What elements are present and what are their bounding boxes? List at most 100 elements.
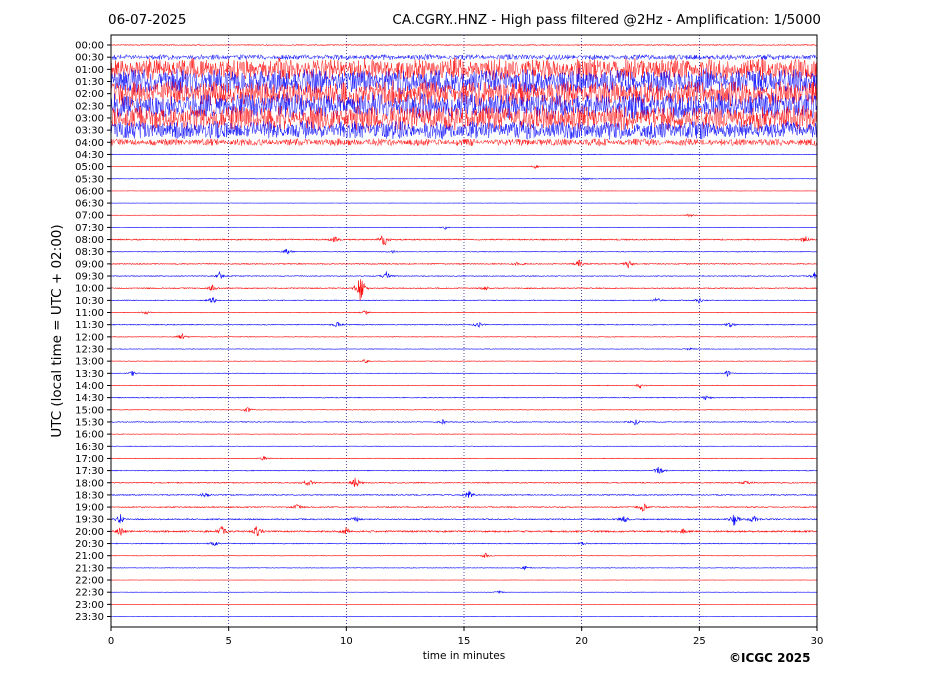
trace-0030 — [110, 53, 818, 61]
date-label: 06-07-2025 — [108, 12, 187, 28]
trace-0930 — [110, 270, 818, 279]
y-tick-label: 15:30 — [75, 417, 104, 428]
y-tick-label: 19:00 — [75, 503, 104, 514]
y-tick-label: 07:30 — [75, 223, 104, 234]
y-tick-label: 14:30 — [75, 393, 104, 404]
x-axis-label: time in minutes — [422, 650, 506, 662]
y-tick-label: 21:00 — [75, 551, 104, 562]
trace-1200 — [110, 332, 818, 340]
trace-1900 — [110, 503, 818, 513]
trace-2130 — [110, 565, 818, 571]
trace-0300 — [110, 104, 818, 132]
trace-1630 — [110, 445, 818, 447]
y-tick-label: 06:00 — [75, 186, 104, 197]
y-tick-label: 01:30 — [75, 77, 104, 88]
y-tick-label: 08:30 — [75, 247, 104, 258]
trace-1000 — [110, 279, 818, 302]
y-tick-label: 19:30 — [75, 515, 104, 526]
y-tick-label: 08:00 — [75, 235, 104, 246]
x-tick-label: 30 — [811, 636, 824, 647]
trace-2230 — [110, 590, 818, 594]
trace-1700 — [110, 455, 818, 461]
copyright-label: ©ICGC 2025 — [729, 651, 811, 665]
trace-0330 — [110, 120, 818, 140]
y-tick-label: 10:30 — [75, 296, 104, 307]
trace-0700 — [110, 213, 818, 218]
x-tick-label: 15 — [458, 636, 471, 647]
chart-title: CA.CGRY..HNZ - High pass filtered @2Hz -… — [392, 12, 821, 28]
trace-1230 — [110, 347, 818, 351]
x-tick-label: 25 — [693, 636, 706, 647]
y-tick-label: 16:30 — [75, 442, 104, 453]
trace-1400 — [110, 383, 818, 389]
trace-0800 — [110, 235, 817, 246]
x-tick-label: 0 — [108, 636, 114, 647]
trace-1800 — [110, 477, 818, 487]
y-axis-label: UTC (local time = UTC + 02:00) — [49, 224, 65, 438]
y-tick-label: 20:00 — [75, 527, 104, 538]
y-tick-label: 01:00 — [75, 65, 104, 76]
traces-layer — [110, 44, 818, 617]
y-tick-label: 09:00 — [75, 259, 104, 270]
trace-0400 — [110, 138, 818, 147]
trace-0500 — [110, 164, 818, 170]
trace-0530 — [110, 177, 818, 181]
y-tick-label: 12:30 — [75, 345, 104, 356]
y-tick-label: 13:30 — [75, 369, 104, 380]
trace-1930 — [110, 514, 818, 526]
y-tick-label: 22:00 — [75, 576, 104, 587]
y-tick-label: 02:30 — [75, 101, 104, 112]
y-tick-label: 20:30 — [75, 539, 104, 550]
plot-area — [111, 35, 817, 627]
y-tick-label: 05:00 — [75, 162, 104, 173]
y-tick-label: 04:30 — [75, 150, 104, 161]
y-tick-label: 23:00 — [75, 600, 104, 611]
y-tick-label: 21:30 — [75, 563, 104, 574]
y-tick-label: 17:30 — [75, 466, 104, 477]
y-tick-label: 07:00 — [75, 211, 104, 222]
y-tick-label: 12:00 — [75, 332, 104, 343]
trace-2030 — [110, 541, 818, 547]
trace-1430 — [110, 395, 818, 401]
y-tick-label: 03:00 — [75, 113, 104, 124]
y-tick-label: 15:00 — [75, 405, 104, 416]
y-tick-label: 18:00 — [75, 478, 104, 489]
y-tick-label: 18:30 — [75, 490, 104, 501]
y-tick-label: 06:30 — [75, 199, 104, 210]
trace-1730 — [110, 466, 818, 474]
trace-0730 — [110, 226, 818, 230]
trace-0100 — [110, 57, 818, 81]
x-tick-label: 10 — [340, 636, 353, 647]
x-tick-label: 20 — [575, 636, 588, 647]
y-tick-label: 04:00 — [75, 138, 104, 149]
y-tick-label: 16:00 — [75, 430, 104, 441]
trace-1830 — [110, 490, 818, 498]
y-tick-label: 23:30 — [75, 612, 104, 623]
y-tick-label: 14:00 — [75, 381, 104, 392]
y-tick-label: 10:00 — [75, 284, 104, 295]
trace-0130 — [110, 67, 818, 95]
trace-0900 — [110, 259, 818, 269]
trace-0200 — [110, 80, 818, 107]
y-tick-label: 03:30 — [75, 126, 104, 137]
trace-1330 — [110, 370, 818, 377]
trace-1530 — [110, 419, 818, 426]
y-tick-label: 00:30 — [75, 53, 104, 64]
x-axis: 0 5 10 15 20 25 30 — [108, 627, 824, 647]
y-tick-label: 02:00 — [75, 89, 104, 100]
trace-2100 — [110, 552, 818, 559]
trace-0430 — [110, 153, 818, 156]
y-tick-label: 11:30 — [75, 320, 104, 331]
trace-1100 — [110, 310, 818, 316]
trace-1030 — [110, 297, 818, 304]
trace-0830 — [110, 248, 818, 255]
y-tick-label: 13:00 — [75, 357, 104, 368]
y-tick-label: 11:00 — [75, 308, 104, 319]
trace-1600 — [110, 433, 818, 435]
y-tick-label: 17:00 — [75, 454, 104, 465]
trace-1130 — [110, 321, 818, 329]
y-tick-label: 00:00 — [75, 41, 104, 52]
trace-1500 — [110, 407, 818, 412]
